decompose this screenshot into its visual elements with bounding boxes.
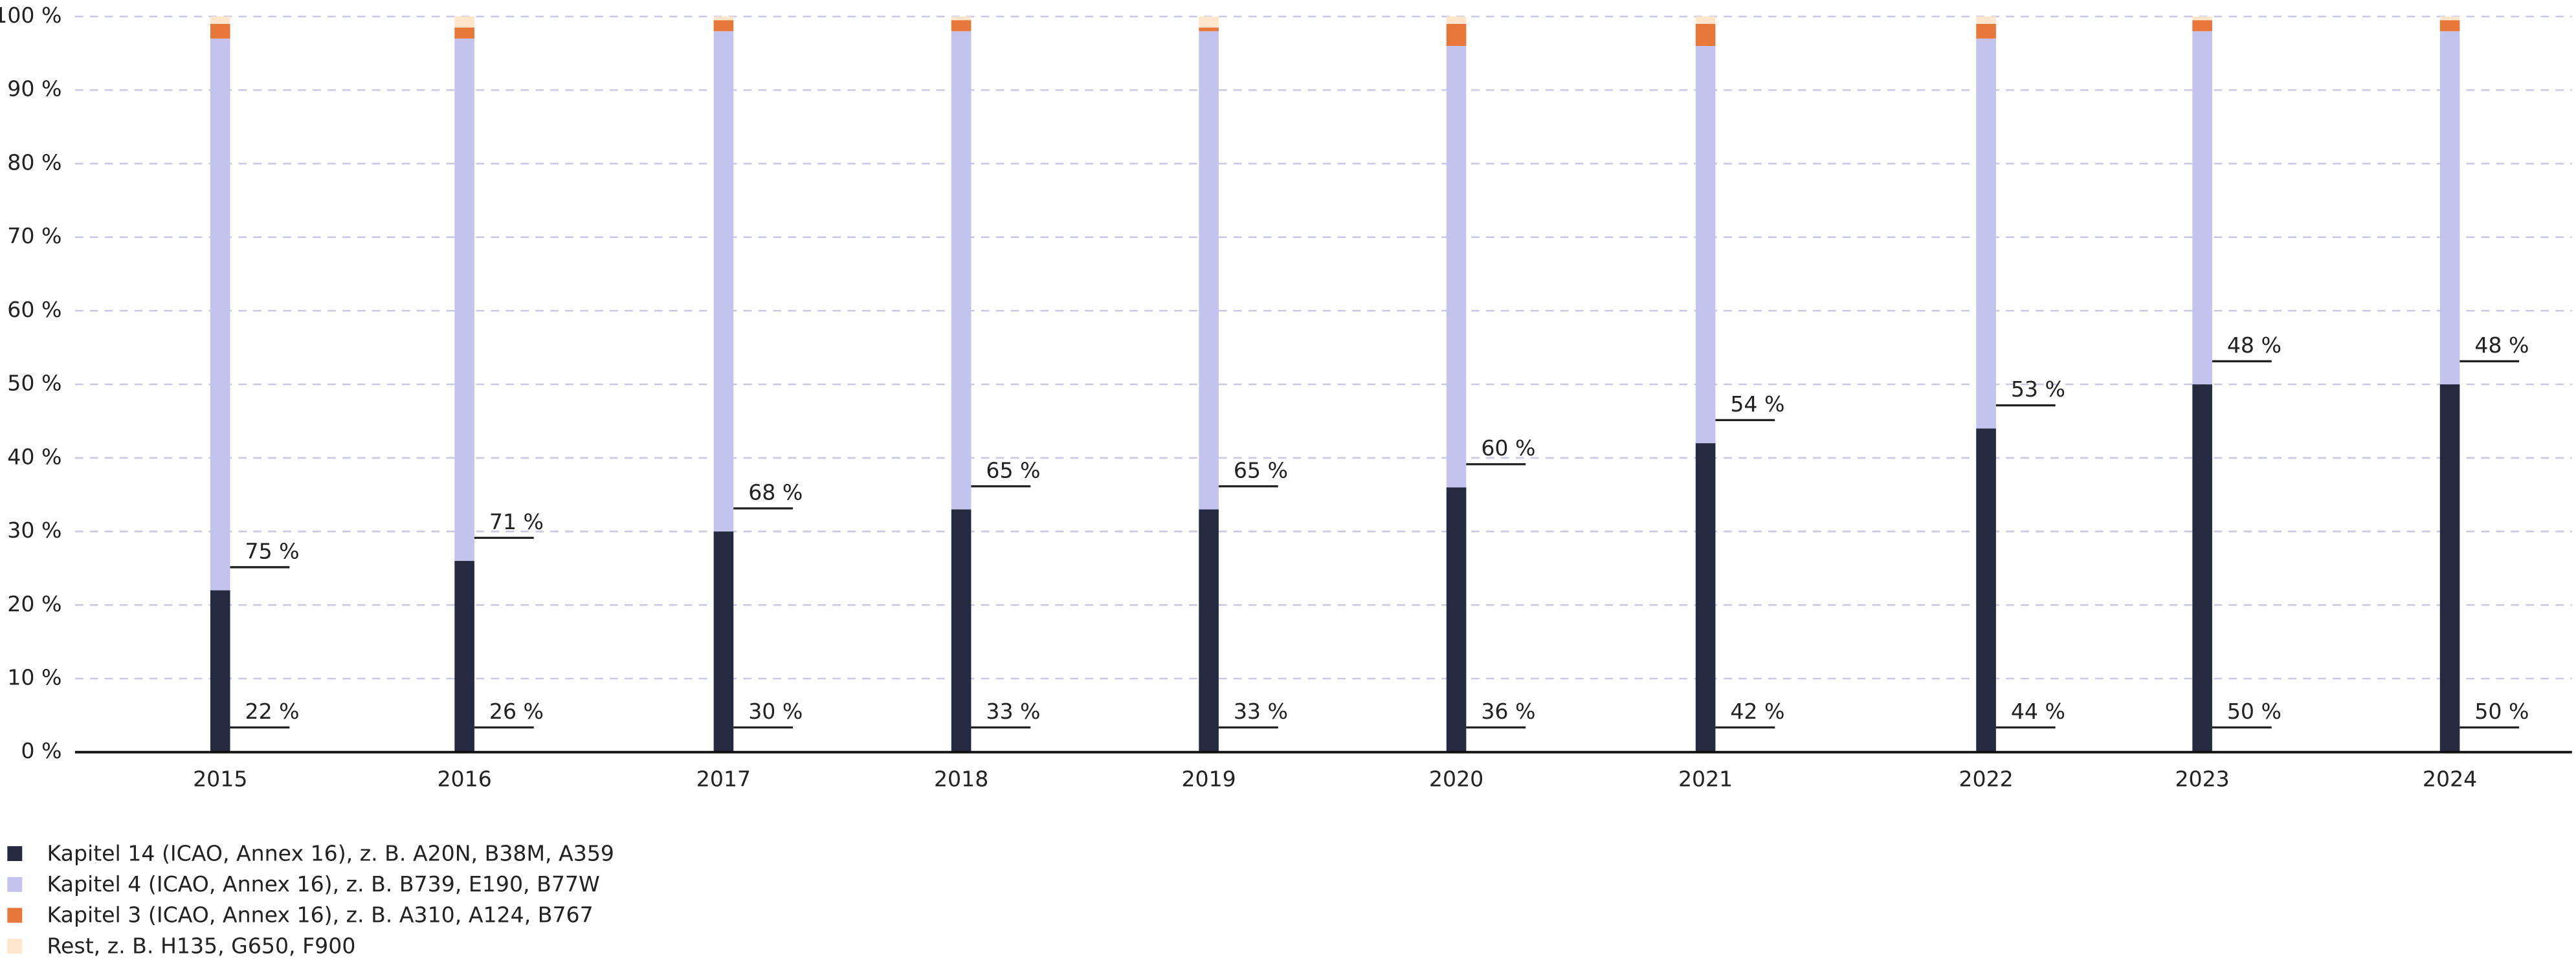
y-tick-label: 40 %: [7, 444, 61, 469]
bar-segment: [713, 531, 734, 752]
y-tick-label: 30 %: [7, 518, 61, 543]
x-tick-label: 2020: [1429, 767, 1483, 792]
x-tick-label: 2021: [1678, 767, 1733, 792]
y-tick-label: 0 %: [21, 738, 61, 763]
bar-segment: [713, 20, 734, 32]
bar-segment: [2439, 384, 2460, 752]
legend-label: Rest, z. B. H135, G650, F900: [47, 933, 356, 958]
value-label: 44 %: [2011, 699, 2065, 724]
value-label: 50 %: [2474, 699, 2529, 724]
bar-segment: [1976, 23, 1996, 39]
bar-segment: [1976, 38, 1996, 429]
value-label: 54 %: [1730, 391, 1784, 417]
legend-label: Kapitel 3 (ICAO, Annex 16), z. B. A310, …: [47, 902, 594, 928]
bar-segment: [210, 590, 230, 752]
legend-swatch: [7, 877, 23, 892]
bar-segment: [1199, 27, 1219, 32]
bar-segment: [951, 16, 972, 21]
value-label: 65 %: [986, 457, 1040, 483]
bar-segment: [1976, 16, 1996, 24]
x-tick-label: 2019: [1181, 767, 1236, 792]
value-label: 30 %: [748, 699, 803, 724]
y-tick-label: 10 %: [7, 664, 61, 690]
legend-swatch: [7, 939, 23, 954]
bar-segment: [1446, 45, 1467, 488]
bar-segment: [2439, 20, 2460, 32]
x-tick-label: 2017: [696, 767, 751, 792]
bar-segment: [1446, 23, 1467, 46]
bar-segment: [951, 509, 972, 752]
value-label: 50 %: [2227, 699, 2282, 724]
x-tick-label: 2016: [437, 767, 491, 792]
value-label: 36 %: [1481, 699, 1535, 724]
bar-segment: [210, 38, 230, 591]
value-label: 33 %: [986, 699, 1040, 724]
y-tick-label: 90 %: [7, 76, 61, 102]
bar-segment: [454, 561, 474, 752]
value-label: 65 %: [1234, 457, 1288, 483]
bar-segment: [1199, 509, 1219, 752]
bar-segment: [2439, 31, 2460, 385]
bar-segment: [1446, 16, 1467, 24]
bar-segment: [2192, 384, 2212, 752]
bar-segment: [1199, 31, 1219, 510]
legend-label: Kapitel 14 (ICAO, Annex 16), z. B. A20N,…: [47, 840, 614, 866]
bar-segment: [210, 16, 230, 24]
value-label: 26 %: [489, 699, 544, 724]
legend-label: Kapitel 4 (ICAO, Annex 16), z. B. B739, …: [47, 871, 600, 897]
bar-segment: [454, 27, 474, 39]
y-tick-label: 100 %: [0, 3, 61, 28]
value-label: 60 %: [1481, 435, 1535, 461]
bar-segment: [2192, 20, 2212, 32]
value-label: 33 %: [1234, 699, 1288, 724]
legend-swatch: [7, 908, 23, 923]
value-label: 48 %: [2474, 333, 2529, 358]
bar-segment: [1695, 16, 1716, 24]
bar-segment: [951, 20, 972, 32]
y-tick-label: 80 %: [7, 149, 61, 175]
bar-segment: [713, 31, 734, 532]
x-tick-label: 2015: [193, 767, 247, 792]
value-label: 48 %: [2227, 333, 2282, 358]
x-tick-label: 2024: [2423, 767, 2477, 792]
x-tick-label: 2023: [2175, 767, 2229, 792]
x-tick-label: 2018: [934, 767, 988, 792]
bar-segment: [454, 38, 474, 562]
y-tick-label: 20 %: [7, 591, 61, 616]
bar-segment: [454, 16, 474, 28]
value-label: 68 %: [748, 479, 803, 505]
legend-swatch: [7, 846, 23, 862]
bar-segment: [951, 31, 972, 510]
value-label: 75 %: [245, 538, 300, 563]
bar-segment: [1199, 16, 1219, 28]
y-tick-label: 70 %: [7, 223, 61, 248]
value-label: 71 %: [489, 509, 544, 534]
value-label: 53 %: [2011, 376, 2065, 402]
bar-segment: [1976, 428, 1996, 752]
y-tick-label: 50 %: [7, 371, 61, 396]
bar-segment: [210, 23, 230, 39]
bar-segment: [1446, 487, 1467, 752]
value-label: 42 %: [1730, 699, 1784, 724]
bar-segment: [1695, 23, 1716, 46]
bar-segment: [1695, 45, 1716, 444]
y-tick-label: 60 %: [7, 297, 61, 322]
bar-segment: [1695, 443, 1716, 752]
bar-segment: [2192, 31, 2212, 385]
bar-segment: [2439, 16, 2460, 21]
value-label: 22 %: [245, 699, 300, 724]
bar-segment: [713, 16, 734, 21]
x-tick-label: 2022: [1959, 767, 2013, 792]
bar-segment: [2192, 16, 2212, 21]
